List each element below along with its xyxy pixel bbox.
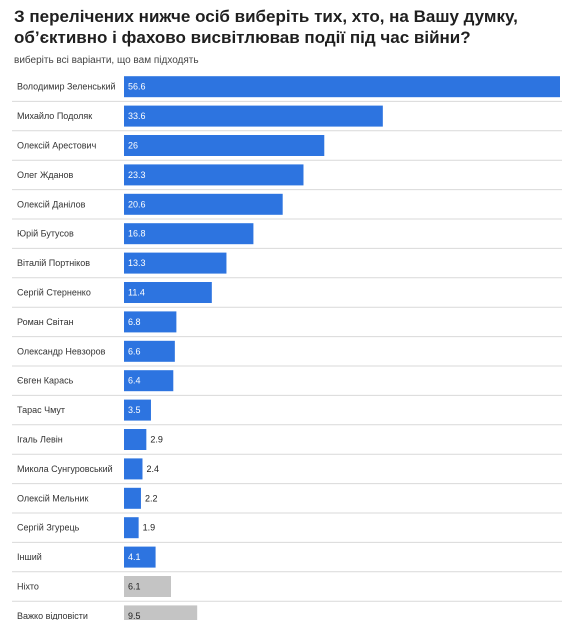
category-label: Володимир Зеленський: [17, 82, 116, 92]
category-label: Олексій Арестович: [17, 141, 97, 151]
category-label: Михайло Подоляк: [17, 111, 92, 121]
value-label: 6.4: [128, 376, 141, 386]
category-label: Олег Жданов: [17, 170, 73, 180]
bar: [124, 517, 139, 539]
bar: [124, 487, 141, 509]
bar: [124, 252, 227, 274]
category-label: Юрій Бутусов: [17, 229, 74, 239]
bar: [124, 546, 156, 568]
category-label: Олексій Данілов: [17, 199, 86, 209]
value-label: 9.5: [128, 611, 141, 620]
category-label: Олександр Невзоров: [17, 346, 106, 356]
category-label: Важко відповісти: [17, 611, 88, 620]
bar: [124, 105, 383, 127]
chart-title: З перелічених нижче осіб виберіть тих, х…: [14, 7, 518, 47]
value-label: 2.4: [146, 464, 159, 474]
value-label: 20.6: [128, 199, 146, 209]
value-label: 13.3: [128, 258, 146, 268]
value-label: 56.6: [128, 82, 146, 92]
bar: [124, 605, 198, 620]
bar: [124, 76, 560, 98]
bar: [124, 135, 325, 156]
bar: [124, 282, 212, 303]
category-label: Віталій Портніков: [17, 258, 90, 268]
value-label: 11.4: [128, 288, 145, 298]
value-label: 23.3: [128, 170, 146, 180]
bar: [124, 340, 175, 362]
category-label: Тарас Чмут: [17, 405, 65, 415]
bar: [124, 311, 177, 333]
value-label: 26: [128, 141, 138, 151]
category-label: Ніхто: [17, 582, 39, 592]
category-label: Євген Карась: [17, 376, 74, 386]
bar: [124, 458, 143, 480]
value-label: 1.9: [143, 523, 156, 533]
value-label: 4.1: [128, 552, 141, 562]
bar: [124, 193, 283, 215]
category-label: Сергій Стерненко: [17, 288, 91, 298]
value-label: 6.1: [128, 582, 141, 592]
bar: [124, 576, 171, 597]
category-label: Ігаль Левін: [17, 435, 63, 445]
value-label: 6.8: [128, 317, 141, 327]
bar: [124, 164, 304, 186]
category-label: Сергій Згурець: [17, 523, 80, 533]
category-label: Микола Сунгуровський: [17, 464, 113, 474]
value-label: 16.8: [128, 229, 146, 239]
category-label: Олексій Мельник: [17, 493, 88, 503]
value-label: 3.5: [128, 405, 141, 415]
value-label: 6.6: [128, 346, 141, 356]
bar: [124, 399, 151, 421]
chart-subtitle: виберіть всі варіанти, що вам підходять: [14, 55, 199, 66]
value-label: 33.6: [128, 111, 146, 121]
value-label: 2.2: [145, 493, 158, 503]
bar: [124, 429, 147, 450]
bar: [124, 223, 254, 245]
bar: [124, 370, 174, 392]
value-label: 2.9: [150, 435, 163, 445]
category-label: Роман Світан: [17, 317, 74, 327]
category-label: Інший: [17, 552, 42, 562]
